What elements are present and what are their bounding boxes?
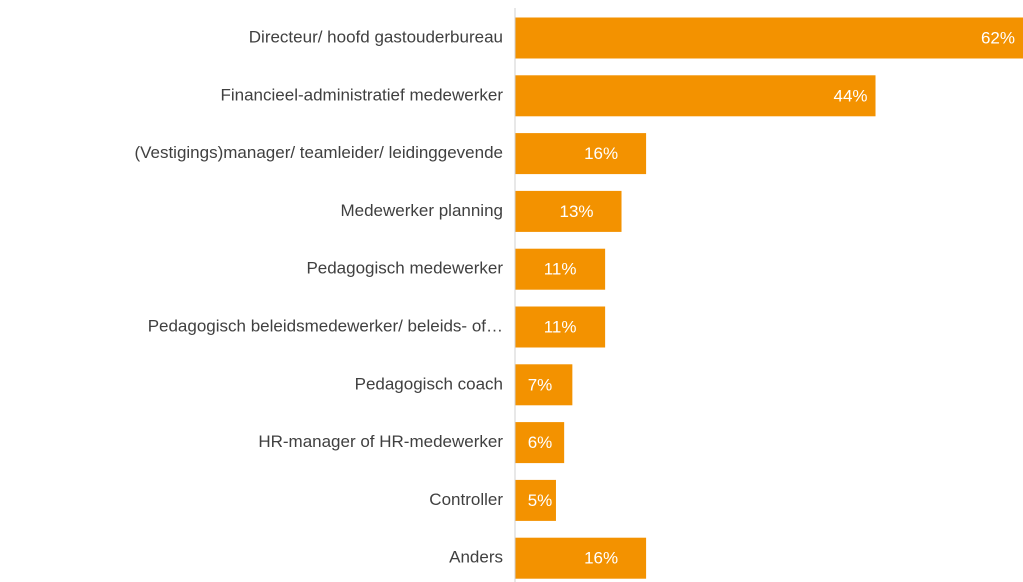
category-label: Pedagogisch beleidsmedewerker/ beleids- …: [148, 316, 503, 335]
value-label: 44%: [833, 86, 867, 105]
category-label: HR-manager of HR-medewerker: [258, 432, 503, 451]
value-label: 6%: [528, 433, 553, 452]
bar: [515, 17, 1023, 59]
category-label: Anders: [449, 548, 503, 567]
bar: [515, 190, 622, 232]
category-label: Pedagogisch medewerker: [306, 259, 503, 278]
bar: [515, 75, 876, 117]
bar: [515, 479, 556, 521]
value-label: 16%: [584, 144, 618, 163]
bar: [515, 306, 606, 348]
value-label: 62%: [981, 28, 1015, 47]
bar: [515, 537, 647, 579]
value-label: 11%: [544, 317, 577, 336]
category-label: Pedagogisch coach: [355, 374, 503, 393]
bar: [515, 422, 565, 464]
category-label: Financieel-administratief medewerker: [220, 85, 503, 104]
category-label: Controller: [429, 490, 503, 509]
category-label: Medewerker planning: [340, 201, 503, 220]
value-label: 5%: [528, 491, 553, 510]
value-label: 7%: [528, 375, 553, 394]
value-label: 16%: [584, 549, 618, 568]
value-label: 11%: [544, 260, 577, 279]
category-label: Directeur/ hoofd gastouderbureau: [249, 27, 503, 46]
bar: [515, 248, 606, 290]
category-label: (Vestigings)manager/ teamleider/ leiding…: [134, 143, 503, 162]
bar: [515, 364, 573, 406]
bar: [515, 133, 647, 175]
value-label: 13%: [560, 202, 594, 221]
